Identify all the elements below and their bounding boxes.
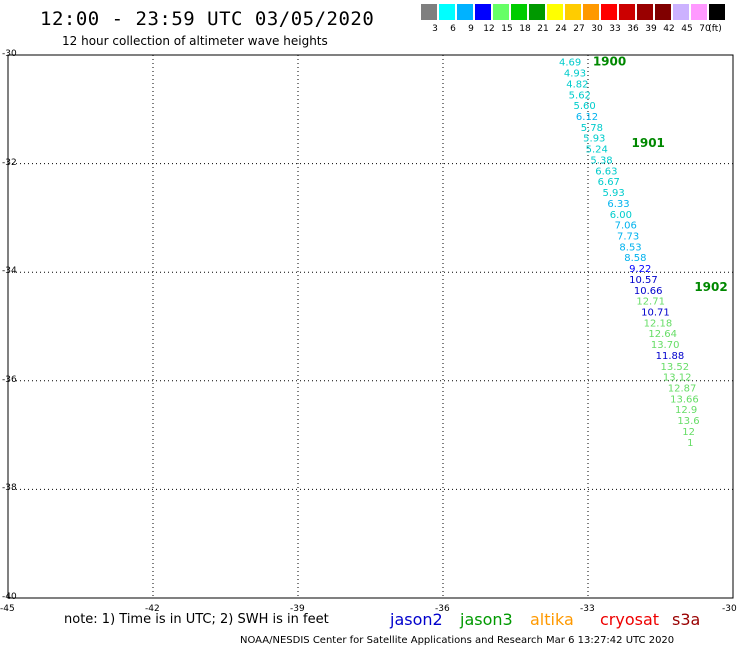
scale-swatch xyxy=(475,4,491,20)
wave-height-value: 10.57 xyxy=(629,275,658,286)
footer-note: note: 1) Time is in UTC; 2) SWH is in fe… xyxy=(64,612,329,627)
scale-swatch xyxy=(421,4,437,20)
scale-swatch xyxy=(691,4,707,20)
scale-label: 30 xyxy=(591,24,603,34)
wave-height-value: 13.52 xyxy=(661,362,690,373)
satellite-legend-item: jason3 xyxy=(460,610,513,629)
wave-height-value: 12.18 xyxy=(644,318,673,329)
wave-height-value: 12.9 xyxy=(675,405,697,416)
wave-height-value: 10.66 xyxy=(634,286,663,297)
latitude-label: -30 xyxy=(2,49,17,59)
longitude-label: -45 xyxy=(0,604,15,614)
scale-swatch xyxy=(619,4,635,20)
scale-label: 6 xyxy=(450,24,456,34)
longitude-label: -39 xyxy=(290,604,305,614)
scale-label: 18 xyxy=(519,24,531,34)
wave-height-value: 7.06 xyxy=(615,221,637,232)
wave-height-value: 13.12 xyxy=(663,373,692,384)
wave-height-value: 6.63 xyxy=(595,166,617,177)
scale-swatch xyxy=(673,4,689,20)
wave-height-value: 1 xyxy=(687,438,693,449)
scale-swatch xyxy=(655,4,671,20)
wave-height-value: 5.93 xyxy=(583,134,605,145)
wave-height-value: 8.58 xyxy=(624,253,646,264)
scale-swatch xyxy=(637,4,653,20)
wave-height-value: 6.00 xyxy=(610,210,632,221)
scale-label: 33 xyxy=(609,24,621,34)
scale-label: 27 xyxy=(573,24,585,34)
wave-height-value: 6.67 xyxy=(598,177,620,188)
satellite-legend-item: cryosat xyxy=(600,610,660,629)
longitude-label: -42 xyxy=(145,604,160,614)
wave-height-value: 11.88 xyxy=(656,351,685,362)
wave-height-value: 5.60 xyxy=(574,101,596,112)
wave-height-value: 7.73 xyxy=(617,231,639,242)
wave-height-value: 13.6 xyxy=(677,416,699,427)
wave-height-value: 12 xyxy=(682,427,695,438)
wave-height-value: 4.82 xyxy=(566,79,588,90)
satellite-legend-item: jason2 xyxy=(390,610,443,629)
scale-swatch xyxy=(439,4,455,20)
wave-height-value: 5.78 xyxy=(581,123,603,134)
scale-swatch xyxy=(493,4,509,20)
scale-label: 70 xyxy=(699,24,711,34)
scale-swatch xyxy=(457,4,473,20)
scale-swatch xyxy=(601,4,617,20)
scale-swatch xyxy=(565,4,581,20)
scale-label: 45 xyxy=(681,24,693,34)
latitude-label: -38 xyxy=(2,483,17,494)
wave-height-value: 9.22 xyxy=(629,264,651,275)
wave-height-value: 13.70 xyxy=(651,340,680,351)
scale-swatch xyxy=(709,4,725,20)
scale-swatch xyxy=(583,4,599,20)
scale-label: 39 xyxy=(645,24,657,34)
wave-height-value: 12.64 xyxy=(648,329,677,340)
latitude-label: -32 xyxy=(2,157,17,168)
latitude-label: -36 xyxy=(2,374,17,385)
wave-height-value: 5.93 xyxy=(603,188,625,199)
wave-height-value: 6.33 xyxy=(607,199,629,210)
scale-label: 24 xyxy=(555,24,567,34)
scale-swatch xyxy=(547,4,563,20)
wave-height-value: 5.62 xyxy=(569,90,591,101)
scale-unit: (ft) xyxy=(708,24,722,34)
scale-label: 9 xyxy=(468,24,474,34)
pass-time-label: 1900 xyxy=(593,55,626,69)
wave-height-value: 12.87 xyxy=(668,384,697,395)
scale-swatch xyxy=(511,4,527,20)
satellite-legend-item: s3a xyxy=(672,610,701,629)
wave-height-value: 8.53 xyxy=(619,242,641,253)
scale-swatch xyxy=(529,4,545,20)
longitude-label: -36 xyxy=(435,604,450,614)
credit-line: NOAA/NESDIS Center for Satellite Applica… xyxy=(240,635,675,646)
map-subtitle: 12 hour collection of altimeter wave hei… xyxy=(62,34,328,48)
latitude-label: -40 xyxy=(2,592,17,602)
pass-time-label: 1901 xyxy=(632,136,665,150)
wave-height-value: 4.93 xyxy=(564,69,586,80)
wave-height-value: 10.71 xyxy=(641,307,670,318)
scale-label: 36 xyxy=(627,24,639,34)
scale-label: 15 xyxy=(501,24,513,34)
satellite-legend-item: altika xyxy=(530,610,574,629)
scale-label: 3 xyxy=(432,24,438,34)
scale-label: 21 xyxy=(537,24,549,34)
scale-label: 12 xyxy=(483,24,495,34)
pass-time-label: 1902 xyxy=(694,280,727,294)
longitude-label: -30 xyxy=(722,604,737,614)
longitude-label: -33 xyxy=(580,604,595,614)
map-frame xyxy=(7,54,734,599)
wave-height-value: 5.24 xyxy=(586,145,608,156)
latitude-label: -34 xyxy=(2,266,17,277)
wave-height-value: 13.66 xyxy=(670,394,699,405)
wave-height-value: 4.69 xyxy=(559,58,581,69)
scale-label: 42 xyxy=(663,24,675,34)
wave-height-value: 5.38 xyxy=(590,155,612,166)
wave-height-value: 12.71 xyxy=(636,297,665,308)
map-title: 12:00 - 23:59 UTC 03/05/2020 xyxy=(40,8,375,30)
wave-height-value: 6.12 xyxy=(576,112,598,123)
